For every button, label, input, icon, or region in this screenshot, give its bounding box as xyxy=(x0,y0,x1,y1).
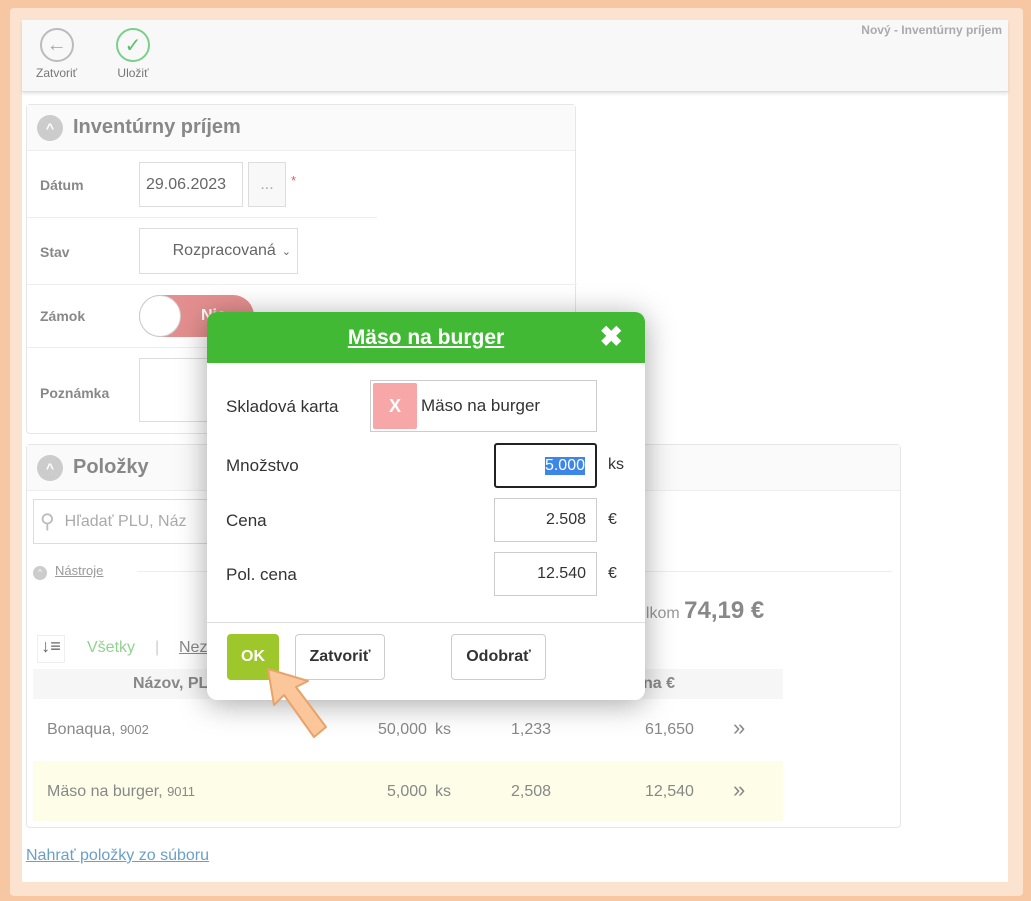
tools-toggle[interactable]: ^ Nástroje xyxy=(33,563,103,580)
chevron-right-icon[interactable]: » xyxy=(733,715,746,740)
toggle-knob xyxy=(139,295,181,337)
card-label: Skladová karta xyxy=(226,397,339,416)
item-total: 12,540 xyxy=(645,783,694,800)
upload-link[interactable]: Nahrať položky zo súboru xyxy=(26,847,209,864)
filter-separator: | xyxy=(155,639,160,656)
date-label: Dátum xyxy=(40,177,84,193)
date-input[interactable]: 29.06.2023 xyxy=(139,162,243,207)
required-mark: * xyxy=(291,173,297,188)
search-placeholder: Hľadať PLU, Náz xyxy=(64,512,187,530)
search-icon: ⚲ xyxy=(40,511,55,533)
chevron-down-icon: ⌄ xyxy=(281,245,291,258)
total-label: elkom xyxy=(637,605,680,622)
qty-input[interactable]: 5.000 xyxy=(494,443,597,488)
item-total: 61,650 xyxy=(645,721,694,738)
table-row[interactable]: Bonaqua, 9002 50,000 ks 1,233 61,650 » xyxy=(47,715,746,740)
price-input[interactable]: 2.508 xyxy=(494,498,597,542)
tools-link: Nástroje xyxy=(55,563,104,578)
header-panel-title[interactable]: ^ Inventúrny príjem xyxy=(27,105,575,151)
item-name: Bonaqua xyxy=(47,721,112,738)
item-dialog: Mäso na burger ✖ Skladová karta X Mäso n… xyxy=(207,312,645,700)
title-text: Inventúrny príjem xyxy=(73,116,241,138)
card-field[interactable]: X Mäso na burger xyxy=(370,380,597,432)
close-label: Zatvoriť xyxy=(36,66,78,80)
chevron-up-icon: ^ xyxy=(37,114,63,141)
item-price: 1,233 xyxy=(511,721,552,738)
item-unit: ks xyxy=(435,783,451,800)
qty-label: Množstvo xyxy=(226,456,299,475)
toolbar: ← Zatvoriť ✓ Uložiť Nový - Inventúrny pr… xyxy=(22,20,1008,92)
note-label: Poznámka xyxy=(40,385,110,401)
total-value: 74,19 € xyxy=(684,597,765,624)
date-picker-button[interactable]: ... xyxy=(248,162,286,207)
state-value: Rozpracovaná xyxy=(172,242,276,259)
filter-all[interactable]: Všetky xyxy=(87,639,136,656)
back-arrow-icon: ← xyxy=(39,28,74,62)
qty-value: 5.000 xyxy=(544,456,585,475)
chevron-up-icon: ^ xyxy=(33,565,47,580)
check-icon: ✓ xyxy=(116,28,150,62)
item-qty: 5,000 xyxy=(387,783,428,800)
sort-icon[interactable]: ↓≡ xyxy=(37,635,65,663)
filter-other[interactable]: Nez xyxy=(179,639,208,656)
col-name[interactable]: Názov, PL xyxy=(133,675,209,692)
col-total[interactable]: na € xyxy=(643,675,676,692)
item-price: 2,508 xyxy=(511,783,552,800)
price-label: Cena xyxy=(226,511,267,530)
card-value: Mäso na burger xyxy=(421,396,541,415)
dialog-close-button[interactable]: Zatvoriť xyxy=(295,634,385,680)
dialog-header: Mäso na burger ✖ xyxy=(207,312,645,363)
total-input[interactable]: 12.540 xyxy=(494,552,597,596)
item-plu: 9011 xyxy=(167,784,196,799)
close-icon[interactable]: ✖ xyxy=(599,321,623,352)
close-button[interactable]: ← Zatvoriť xyxy=(36,28,77,80)
total-unit: € xyxy=(608,565,617,582)
state-select[interactable]: Rozpracovaná ⌄ xyxy=(139,228,298,274)
remove-card-button[interactable]: X xyxy=(373,383,417,429)
chevron-right-icon[interactable]: » xyxy=(733,777,746,802)
lock-label: Zámok xyxy=(40,308,86,324)
item-unit: ks xyxy=(435,721,451,738)
save-label: Uložiť xyxy=(117,66,149,80)
total: elkom 74,19 € xyxy=(637,597,764,625)
dialog-title[interactable]: Mäso na burger xyxy=(347,325,505,349)
item-qty: 50,000 xyxy=(378,721,427,738)
window-title: Nový - Inventúrny príjem xyxy=(861,23,1002,37)
item-plu: 9002 xyxy=(119,722,149,737)
remove-button[interactable]: Odobrať xyxy=(451,634,546,680)
item-name: Mäso na burger xyxy=(47,783,159,800)
total-label: Pol. cena xyxy=(226,565,297,584)
price-unit: € xyxy=(608,511,617,528)
items-title: Položky xyxy=(73,456,149,478)
table-row[interactable]: Mäso na burger, 9011 5,000 ks 2,508 12,5… xyxy=(33,761,783,821)
save-button[interactable]: ✓ Uložiť xyxy=(116,28,150,80)
chevron-up-icon: ^ xyxy=(37,454,63,481)
state-label: Stav xyxy=(40,244,70,260)
pointer-arrow-icon xyxy=(267,668,327,738)
qty-unit: ks xyxy=(608,456,624,473)
